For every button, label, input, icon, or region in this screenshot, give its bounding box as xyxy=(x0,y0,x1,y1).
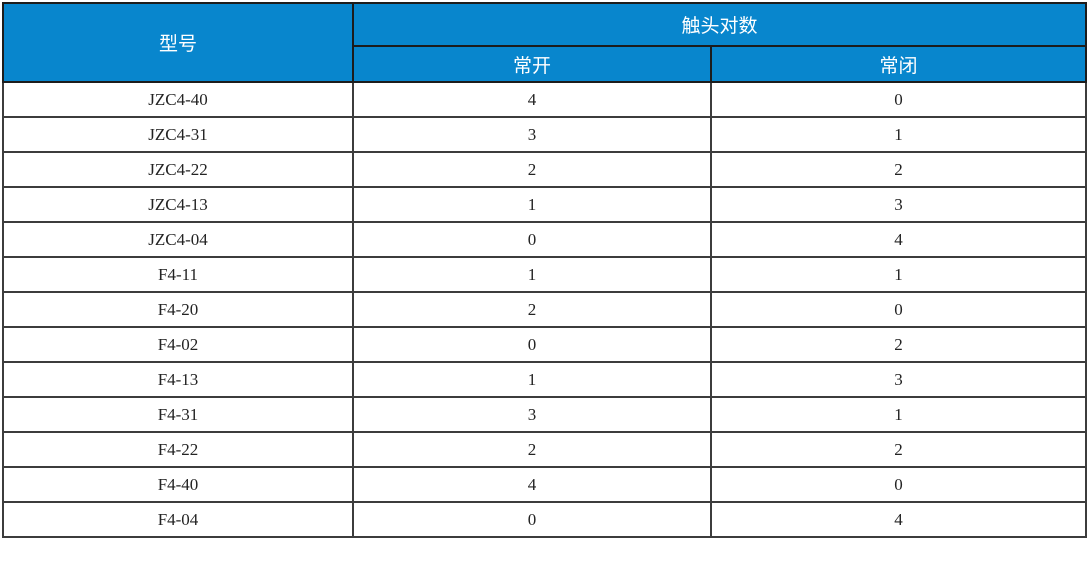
normally-closed-cell: 4 xyxy=(709,501,1087,538)
normally-open-cell: 1 xyxy=(352,361,712,398)
normally-closed-cell: 3 xyxy=(709,361,1087,398)
model-cell: JZC4-04 xyxy=(2,221,354,258)
table-row: F4-20 2 0 xyxy=(2,291,1087,328)
normally-open-cell: 3 xyxy=(352,396,712,433)
model-cell: JZC4-13 xyxy=(2,186,354,223)
table-header: 型号 触头对数 常开 常闭 xyxy=(2,2,1087,83)
header-normally-open: 常开 xyxy=(352,45,712,83)
normally-closed-cell: 2 xyxy=(709,431,1087,468)
table-row: JZC4-04 0 4 xyxy=(2,221,1087,258)
normally-closed-cell: 3 xyxy=(709,186,1087,223)
model-cell: F4-02 xyxy=(2,326,354,363)
table-row: JZC4-22 2 2 xyxy=(2,151,1087,188)
table-row: F4-02 0 2 xyxy=(2,326,1087,363)
normally-open-cell: 2 xyxy=(352,431,712,468)
header-model: 型号 xyxy=(2,2,354,83)
normally-open-cell: 0 xyxy=(352,326,712,363)
model-cell: F4-22 xyxy=(2,431,354,468)
table-row: JZC4-40 4 0 xyxy=(2,81,1087,118)
normally-closed-cell: 0 xyxy=(709,291,1087,328)
normally-open-cell: 2 xyxy=(352,291,712,328)
normally-open-cell: 2 xyxy=(352,151,712,188)
normally-closed-cell: 4 xyxy=(709,221,1087,258)
header-normally-closed: 常闭 xyxy=(709,45,1087,83)
normally-closed-cell: 2 xyxy=(709,151,1087,188)
model-cell: F4-13 xyxy=(2,361,354,398)
table-row: F4-40 4 0 xyxy=(2,466,1087,503)
table-row: F4-11 1 1 xyxy=(2,256,1087,293)
normally-closed-cell: 2 xyxy=(709,326,1087,363)
table-body: JZC4-40 4 0 JZC4-31 3 1 JZC4-22 2 2 JZC4-13 1 3 JZC4… xyxy=(2,81,1087,538)
model-cell: F4-20 xyxy=(2,291,354,328)
table-row: F4-22 2 2 xyxy=(2,431,1087,468)
header-contact-pairs: 触头对数 xyxy=(351,2,1087,47)
model-cell: F4-40 xyxy=(2,466,354,503)
normally-open-cell: 4 xyxy=(352,466,712,503)
normally-closed-cell: 0 xyxy=(709,466,1087,503)
contact-pairs-table: 型号 触头对数 常开 常闭 JZC4-40 4 0 JZC4-31 3 1 JZC4-22 2… xyxy=(2,2,1087,538)
normally-open-cell: 1 xyxy=(352,256,712,293)
model-cell: F4-11 xyxy=(2,256,354,293)
table-row: F4-04 0 4 xyxy=(2,501,1087,538)
table-row: F4-13 1 3 xyxy=(2,361,1087,398)
normally-closed-cell: 1 xyxy=(709,116,1087,153)
model-cell: JZC4-40 xyxy=(2,81,354,118)
model-cell: JZC4-31 xyxy=(2,116,354,153)
normally-open-cell: 3 xyxy=(352,116,712,153)
normally-closed-cell: 0 xyxy=(709,81,1087,118)
table-row: JZC4-31 3 1 xyxy=(2,116,1087,153)
model-cell: F4-04 xyxy=(2,501,354,538)
normally-closed-cell: 1 xyxy=(709,396,1087,433)
model-cell: F4-31 xyxy=(2,396,354,433)
normally-open-cell: 0 xyxy=(352,501,712,538)
normally-open-cell: 1 xyxy=(352,186,712,223)
table-row: F4-31 3 1 xyxy=(2,396,1087,433)
table-row: JZC4-13 1 3 xyxy=(2,186,1087,223)
normally-open-cell: 0 xyxy=(352,221,712,258)
model-cell: JZC4-22 xyxy=(2,151,354,188)
normally-open-cell: 4 xyxy=(352,81,712,118)
normally-closed-cell: 1 xyxy=(709,256,1087,293)
